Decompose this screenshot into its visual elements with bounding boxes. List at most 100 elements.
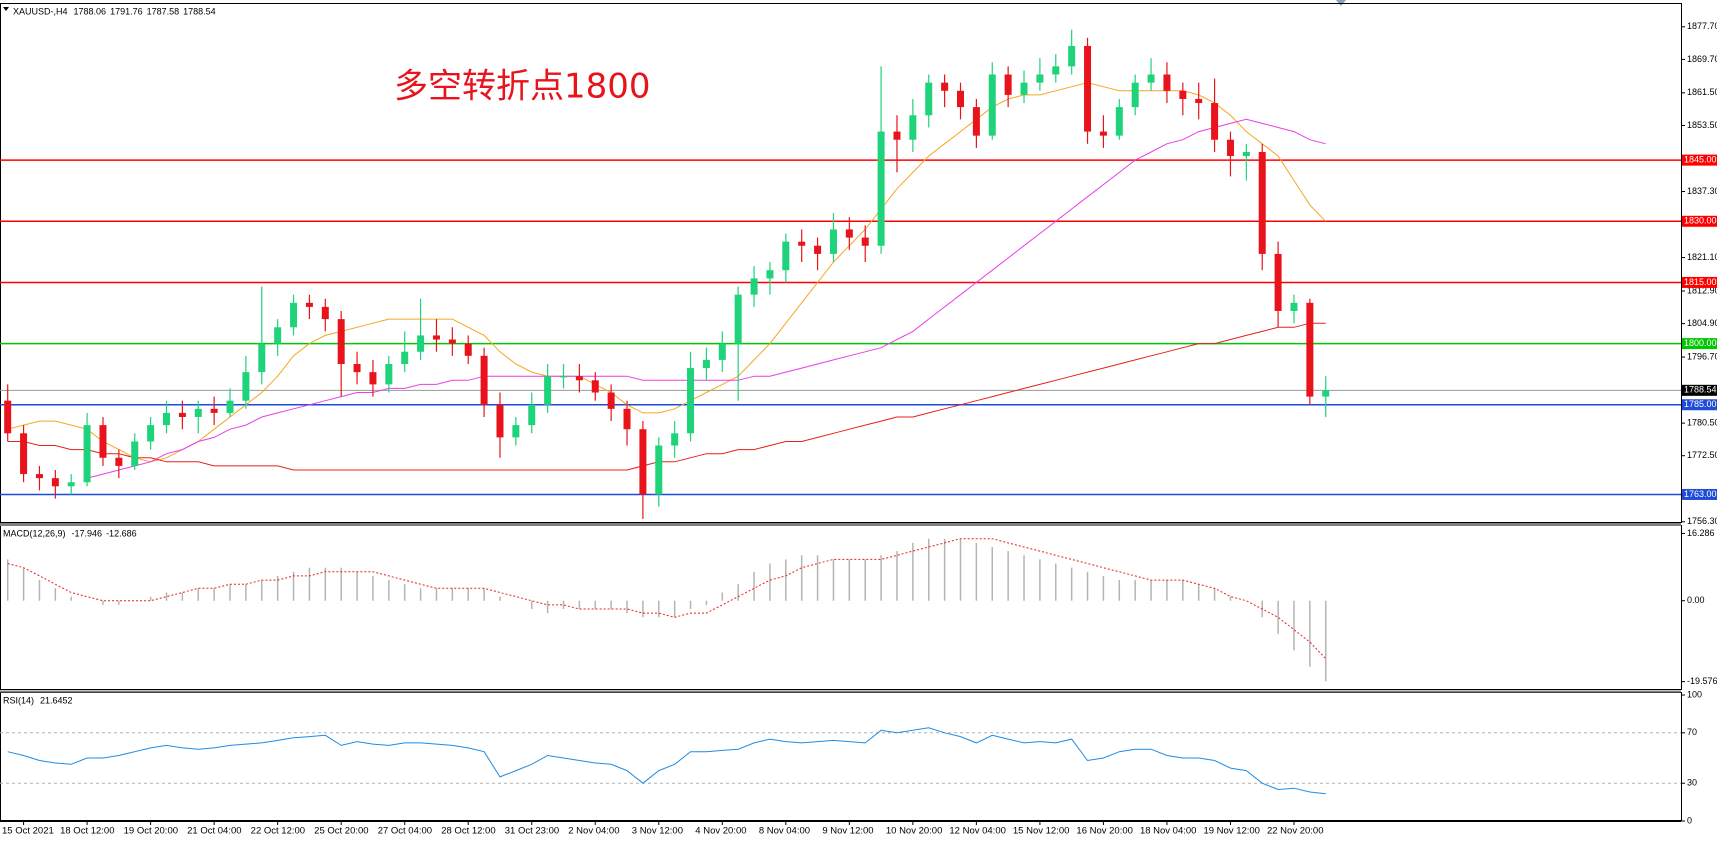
x-tick-label: 22 Oct 12:00 — [251, 826, 305, 837]
y-tick-label: 1772.50 — [1687, 450, 1717, 460]
candle-body — [1211, 103, 1219, 140]
x-tick-label: 31 Oct 23:00 — [505, 826, 559, 837]
x-tick-label: 19 Nov 12:00 — [1203, 826, 1260, 837]
level-label-box — [1682, 338, 1717, 350]
level-label: 1800.00 — [1684, 338, 1717, 348]
candle-body — [337, 319, 345, 364]
y-tick-label: 30 — [1687, 778, 1697, 788]
y-tick-label: 1861.50 — [1687, 87, 1717, 97]
candle-body — [687, 368, 695, 434]
candle-body — [702, 359, 710, 369]
candle-body — [1004, 74, 1012, 95]
candle-body — [305, 302, 313, 307]
x-tick-label: 9 Nov 12:00 — [822, 826, 873, 837]
header-value: 1788.54 — [183, 6, 216, 16]
header-value: 1788.06 — [74, 6, 107, 16]
candle-body — [1020, 82, 1028, 95]
panel-frame — [0, 3, 1682, 523]
x-tick-label: 15 Nov 12:00 — [1013, 826, 1070, 837]
header-value: -12.686 — [106, 528, 137, 538]
candle-body — [131, 441, 139, 466]
level-label-box — [1682, 276, 1717, 288]
level-label: 1763.00 — [1684, 489, 1717, 499]
y-tick-label: 16.286 — [1687, 528, 1715, 538]
candle-body — [1179, 90, 1187, 99]
level-label-box — [1682, 488, 1717, 500]
candle-body — [67, 482, 75, 487]
header-value: 1791.76 — [110, 6, 143, 16]
y-tick-label: 1869.70 — [1687, 54, 1717, 64]
candle-body — [163, 412, 170, 426]
candle-body — [35, 474, 43, 479]
x-tick-label: 21 Oct 04:00 — [187, 826, 241, 837]
candle-body — [401, 351, 409, 364]
y-tick-label: 0.00 — [1687, 595, 1705, 605]
candle-body — [274, 327, 282, 344]
candle-body — [829, 229, 837, 254]
y-tick-label: 1804.90 — [1687, 318, 1717, 328]
candle-body — [178, 412, 186, 417]
x-tick-label: 18 Oct 12:00 — [60, 826, 114, 837]
candle-body — [972, 107, 980, 136]
y-tick-label: 70 — [1687, 727, 1697, 737]
candle-body — [83, 425, 91, 483]
candle-body — [941, 82, 949, 91]
candle-body — [480, 355, 488, 405]
x-tick-label: 19 Oct 20:00 — [124, 826, 178, 837]
moving-average — [86, 118, 1326, 479]
candle-body — [290, 302, 298, 328]
candle-body — [1322, 390, 1330, 397]
level-label: 1830.00 — [1684, 216, 1717, 226]
candle-body — [321, 306, 329, 320]
x-tick-label: 4 Nov 20:00 — [695, 826, 746, 837]
x-tick-label: 25 Oct 20:00 — [314, 826, 368, 837]
candle-body — [1290, 302, 1298, 311]
candle-body — [1131, 82, 1139, 108]
y-tick-label: 0 — [1687, 815, 1692, 825]
candle-body — [782, 241, 790, 271]
candle-body — [464, 343, 472, 356]
price-label: 1788.54 — [1684, 385, 1717, 395]
annotation: 多空转折点1800 — [394, 67, 651, 107]
candle-body — [560, 376, 567, 378]
x-tick-label: 22 Nov 20:00 — [1267, 826, 1324, 837]
candle-body — [242, 372, 250, 401]
y-tick-label: 1796.70 — [1687, 351, 1717, 361]
candle-body — [1115, 107, 1123, 136]
candle-body — [575, 376, 583, 381]
candle-body — [591, 380, 599, 393]
macd-signal — [7, 538, 1327, 659]
candle-body — [861, 237, 869, 246]
header-value: -17.946 — [72, 528, 103, 538]
x-tick-label: 27 Oct 04:00 — [378, 826, 432, 837]
candle-body — [20, 433, 28, 475]
candle-body — [718, 343, 726, 360]
candle-body — [655, 445, 663, 495]
y-tick-label: 1812.90 — [1687, 285, 1717, 295]
x-tick-label: 15 Oct 2021 — [2, 826, 54, 837]
candle-body — [909, 115, 917, 140]
level-label-box — [1682, 215, 1717, 227]
level-label: 1785.00 — [1684, 399, 1717, 409]
candle-body — [1036, 74, 1044, 83]
candle-body — [496, 404, 504, 438]
candle-body — [607, 392, 615, 409]
candle-body — [369, 372, 377, 385]
header-arrow — [3, 7, 9, 11]
x-tick-label: 18 Nov 04:00 — [1140, 826, 1197, 837]
candle-body — [1099, 131, 1107, 136]
y-tick-label: 1780.50 — [1687, 417, 1717, 427]
panel-title: MACD(12,26,9) — [3, 528, 66, 538]
level-label: 1845.00 — [1684, 154, 1717, 164]
panel-title: RSI(14) — [3, 695, 34, 705]
candle-body — [528, 404, 536, 426]
candle-body — [623, 408, 631, 430]
level-label: 1815.00 — [1684, 277, 1717, 287]
y-tick-label: 1837.30 — [1687, 186, 1717, 196]
candle-body — [226, 400, 234, 413]
level-label-box — [1682, 399, 1717, 411]
candle-body — [417, 335, 425, 352]
x-tick-label: 28 Oct 12:00 — [441, 826, 495, 837]
